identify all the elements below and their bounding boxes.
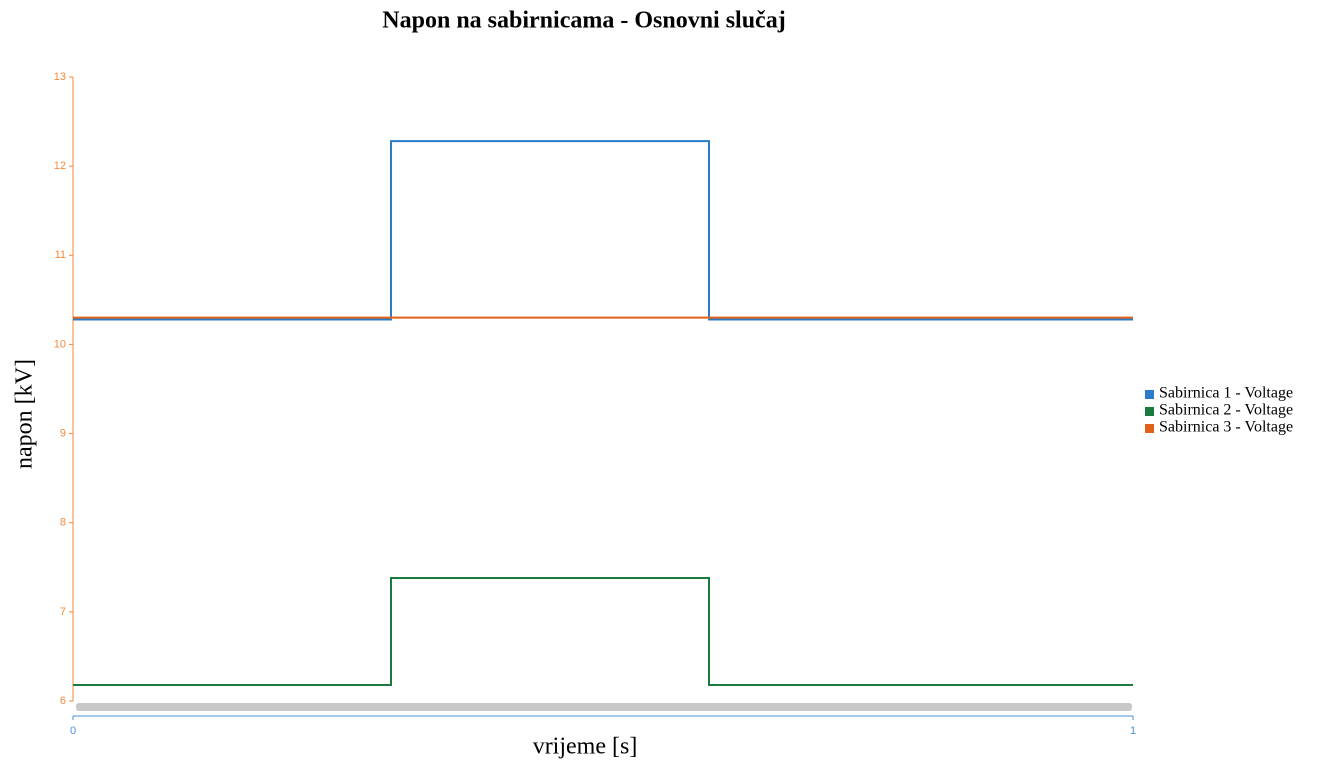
y-tick-label: 8 xyxy=(60,517,66,529)
legend-label: Sabirnica 2 - Voltage xyxy=(1159,402,1293,419)
legend-label: Sabirnica 3 - Voltage xyxy=(1159,419,1293,436)
y-tick-label: 10 xyxy=(54,338,66,350)
x-tick-label: 1 xyxy=(1130,725,1136,737)
x-axis-label: vrijeme [s] xyxy=(533,734,638,760)
line-series xyxy=(73,140,1133,321)
legend-swatch xyxy=(1145,424,1154,433)
y-tick-label: 6 xyxy=(60,695,66,707)
x-tick-label: 0 xyxy=(70,725,76,737)
legend-swatch xyxy=(1145,390,1154,399)
line-series xyxy=(73,576,1133,686)
y-tick-label: 12 xyxy=(54,160,66,172)
y-tick-label: 13 xyxy=(54,71,66,83)
chart-title: Napon na sabirnicama - Osnovni slučaj xyxy=(382,8,785,34)
legend-label: Sabirnica 1 - Voltage xyxy=(1159,385,1293,402)
y-tick-label: 11 xyxy=(55,249,66,261)
legend-swatch xyxy=(1145,407,1154,416)
y-tick-label: 7 xyxy=(60,606,66,618)
scrollbar[interactable] xyxy=(76,703,1132,711)
y-tick-label: 9 xyxy=(60,427,66,439)
y-axis-label: napon [kV] xyxy=(12,359,38,469)
